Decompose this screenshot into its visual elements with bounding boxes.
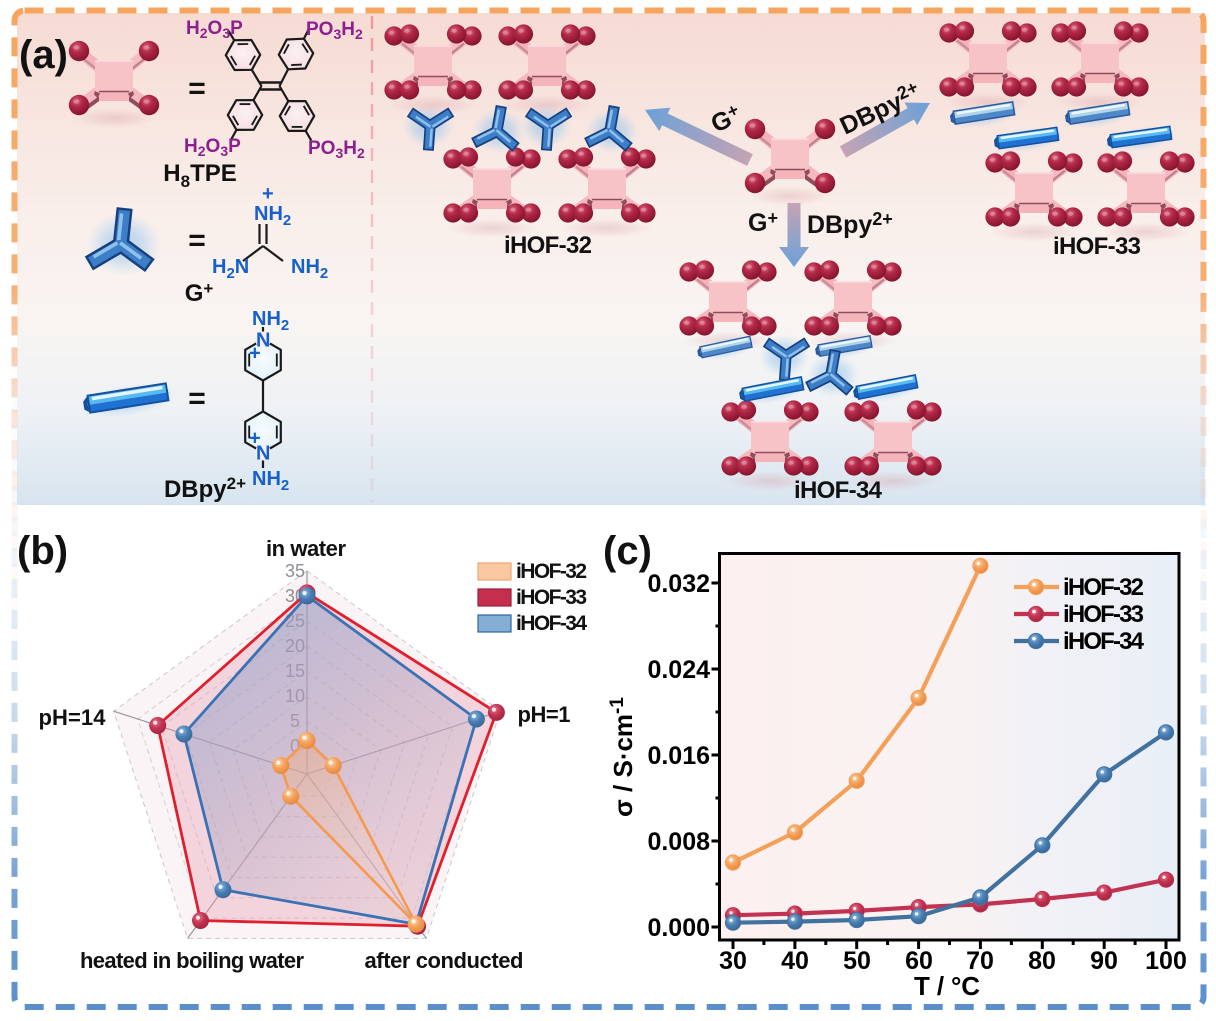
svg-text:=: = <box>188 224 206 257</box>
svg-text:70: 70 <box>966 947 994 975</box>
svg-text:40: 40 <box>781 947 809 975</box>
svg-text:PO3H2: PO3H2 <box>308 138 365 161</box>
svg-text:iHOF-33: iHOF-33 <box>516 586 587 609</box>
svg-text:35: 35 <box>285 561 305 581</box>
svg-text:iHOF-33: iHOF-33 <box>1053 233 1141 260</box>
svg-text:90: 90 <box>1090 947 1118 975</box>
svg-text:after conducted: after conducted <box>365 948 524 973</box>
svg-text:(b): (b) <box>17 529 68 573</box>
svg-text:iHOF-34: iHOF-34 <box>516 612 587 635</box>
svg-text:pH=14: pH=14 <box>39 705 107 730</box>
svg-text:0.000: 0.000 <box>647 914 710 942</box>
svg-text:=: = <box>188 382 206 415</box>
svg-text:0.024: 0.024 <box>647 656 710 684</box>
svg-text:(c): (c) <box>603 529 652 573</box>
svg-text:H2O3P: H2O3P <box>184 136 241 159</box>
svg-text:+: + <box>262 183 274 205</box>
svg-text:iHOF-34: iHOF-34 <box>1063 628 1145 655</box>
svg-text:iHOF-34: iHOF-34 <box>794 477 883 504</box>
svg-text:60: 60 <box>905 947 933 975</box>
svg-text:100: 100 <box>1145 947 1187 975</box>
svg-text:H8TPE: H8TPE <box>163 160 237 191</box>
svg-text:+: + <box>249 343 261 365</box>
svg-text:iHOF-32: iHOF-32 <box>1063 574 1144 601</box>
svg-text:=: = <box>188 72 206 105</box>
svg-text:pH=1: pH=1 <box>518 702 571 727</box>
svg-text:N: N <box>256 330 270 352</box>
svg-text:50: 50 <box>843 947 871 975</box>
svg-text:iHOF-33: iHOF-33 <box>1063 601 1144 628</box>
svg-text:iHOF-32: iHOF-32 <box>504 232 592 259</box>
svg-text:T / °C: T / °C <box>914 971 980 1001</box>
svg-text:80: 80 <box>1028 947 1056 975</box>
svg-text:σ / S·cm-1: σ / S·cm-1 <box>607 697 638 817</box>
svg-text:0.016: 0.016 <box>647 742 710 770</box>
svg-text:N: N <box>256 443 270 465</box>
svg-text:+: + <box>249 428 261 450</box>
svg-text:iHOF-32: iHOF-32 <box>516 560 587 583</box>
svg-text:(a): (a) <box>19 33 68 77</box>
svg-text:0.032: 0.032 <box>647 570 710 598</box>
svg-text:H2O3P: H2O3P <box>186 18 243 41</box>
svg-text:PO3H2: PO3H2 <box>306 19 363 42</box>
svg-text:G+: G+ <box>748 208 778 237</box>
svg-text:heated in boiling water: heated in boiling water <box>80 948 304 973</box>
svg-text:0.008: 0.008 <box>647 828 710 856</box>
svg-text:in water: in water <box>266 536 346 561</box>
svg-text:30: 30 <box>719 947 747 975</box>
